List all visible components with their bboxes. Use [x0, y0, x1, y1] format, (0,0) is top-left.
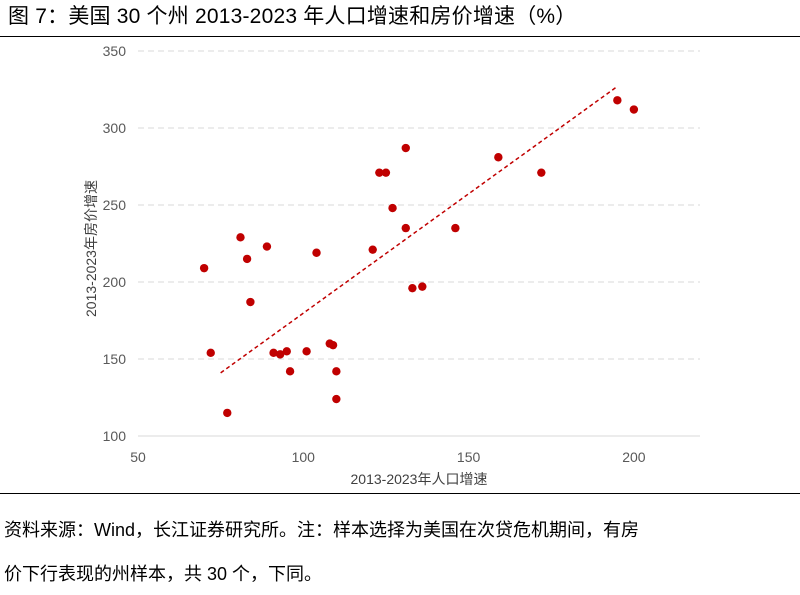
y-tick-label: 300	[103, 120, 127, 136]
data-point	[199, 263, 209, 273]
x-tick-label: 50	[130, 449, 146, 465]
data-point	[494, 153, 503, 162]
y-tick-label: 150	[103, 351, 127, 367]
data-point	[236, 233, 245, 242]
bottom-rule	[0, 493, 800, 494]
y-axis-label: 2013-2023年房价增速	[83, 180, 99, 317]
x-tick-label: 150	[457, 449, 481, 465]
data-point	[332, 394, 341, 404]
data-point	[223, 408, 232, 418]
y-tick-label: 200	[103, 274, 127, 290]
source-note-line-2: 价下行表现的州样本，共 30 个，下同。	[4, 564, 323, 584]
y-tick-label: 100	[103, 428, 127, 444]
data-point	[282, 347, 291, 356]
data-point	[375, 168, 384, 177]
data-point	[629, 105, 639, 114]
data-point	[401, 223, 410, 233]
data-point	[332, 367, 341, 376]
x-tick-label: 100	[292, 449, 316, 465]
figure-title: 图 7：美国 30 个州 2013-2023 年人口增速和房价增速（%）	[8, 5, 577, 28]
y-tick-label: 250	[103, 197, 127, 213]
x-axis-label: 2013-2023年人口增速	[351, 471, 488, 487]
source-note-line-1: 资料来源：Wind，长江证券研究所。注：样本选择为美国在次贷危机期间，有房	[4, 520, 640, 540]
data-point	[613, 96, 622, 105]
x-tick-label: 200	[622, 449, 646, 465]
trendline	[220, 85, 618, 374]
data-point	[451, 223, 460, 233]
data-points	[199, 96, 639, 418]
data-point	[418, 282, 427, 291]
data-point	[206, 348, 215, 358]
y-tick-labels: 100 150 200 250 300 350	[103, 43, 127, 444]
data-point	[328, 340, 338, 350]
data-point	[242, 254, 252, 264]
y-tick-label: 350	[103, 43, 127, 59]
x-tick-labels: 50 100 150 200	[130, 449, 646, 465]
data-point	[408, 283, 417, 293]
data-point	[388, 203, 397, 213]
data-point	[312, 248, 321, 257]
data-point	[368, 245, 377, 254]
data-point	[401, 143, 410, 153]
top-rule	[0, 36, 800, 37]
data-point	[275, 350, 285, 359]
data-point	[246, 297, 255, 307]
data-point	[302, 347, 311, 356]
gridlines	[138, 50, 700, 360]
data-point	[262, 242, 272, 251]
data-point	[285, 367, 295, 376]
data-point	[269, 348, 278, 358]
data-point	[381, 168, 391, 177]
data-point	[537, 168, 546, 177]
